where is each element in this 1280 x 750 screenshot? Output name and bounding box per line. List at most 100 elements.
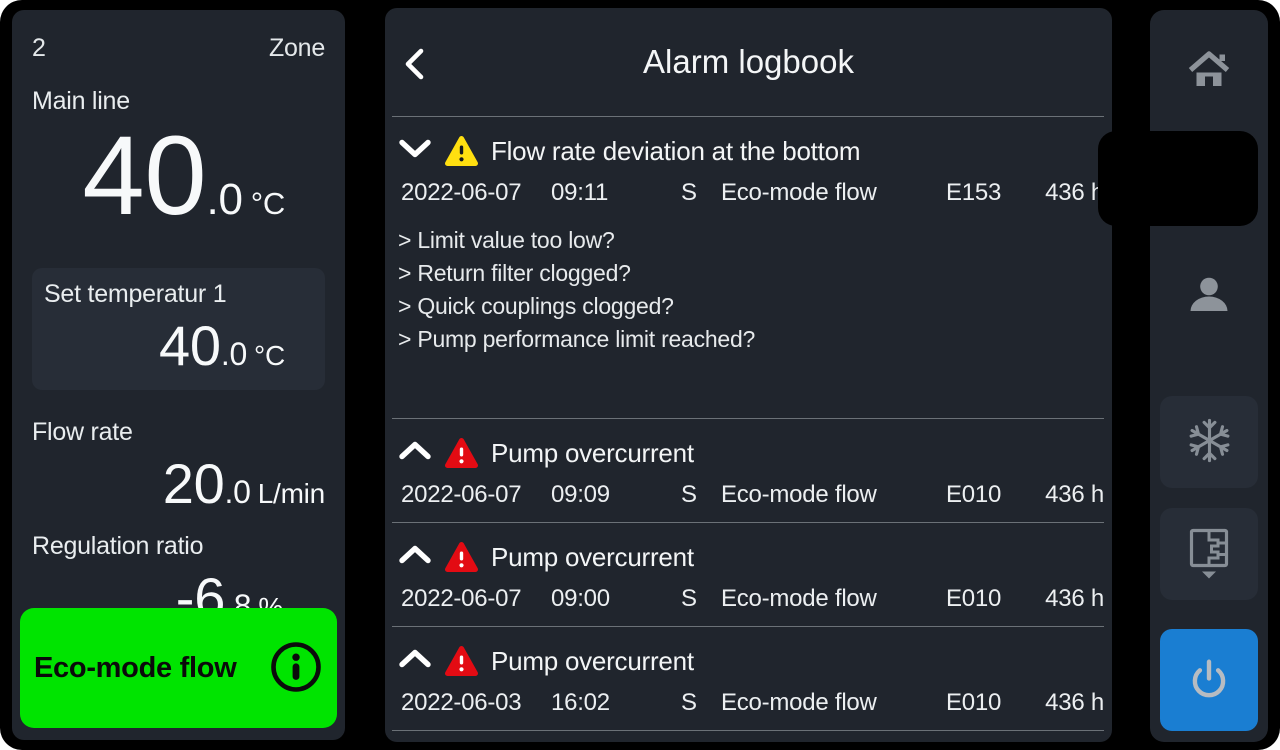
alarm-entry-header[interactable]: Flow rate deviation at the bottom bbox=[398, 117, 1104, 170]
regulation-ratio-label: Regulation ratio bbox=[32, 532, 204, 561]
alarm-hours: 436 h bbox=[1045, 585, 1104, 612]
divider bbox=[392, 418, 1104, 419]
main-line-value: 40.0 °C bbox=[32, 117, 325, 234]
alarm-hours: 436 h bbox=[1045, 179, 1104, 206]
alarm-title: Pump overcurrent bbox=[491, 645, 694, 676]
home-icon bbox=[1186, 48, 1232, 93]
flow-rate-unit: L/min bbox=[257, 478, 326, 510]
alarm-ack-flag: S bbox=[681, 179, 697, 206]
power-button[interactable] bbox=[1160, 629, 1258, 731]
chevron-down-icon[interactable] bbox=[398, 138, 432, 164]
alarm-date: 2022-06-07 bbox=[401, 179, 522, 206]
flow-rate-value: 20.0 L/min bbox=[32, 451, 326, 516]
flow-rate-value-frac: .0 bbox=[224, 474, 251, 511]
alarm-detail-line: > Quick couplings clogged? bbox=[398, 293, 674, 319]
menu-button[interactable] bbox=[1098, 131, 1258, 226]
alarm-ack-flag: S bbox=[681, 585, 697, 612]
snowflake-icon bbox=[1186, 417, 1233, 467]
alarm-ack-flag: S bbox=[681, 689, 697, 716]
zone-label: Zone bbox=[268, 34, 325, 62]
alarm-code: E010 bbox=[946, 585, 1002, 612]
set-temperature-unit: °C bbox=[254, 340, 285, 372]
alarm-entry-header[interactable]: Pump overcurrent bbox=[398, 627, 1104, 680]
alarm-date: 2022-06-03 bbox=[401, 689, 522, 716]
back-button[interactable] bbox=[399, 48, 429, 82]
alarm-time: 16:02 bbox=[551, 689, 610, 716]
alarm-title: Pump overcurrent bbox=[491, 437, 694, 468]
alarm-meta-row: 2022-06-03 16:02 S Eco-mode flow E010 43… bbox=[398, 680, 1104, 730]
user-button[interactable] bbox=[1150, 272, 1268, 321]
alarm-date: 2022-06-07 bbox=[401, 481, 522, 508]
alarm-time: 09:09 bbox=[551, 481, 610, 508]
alarm-title: Flow rate deviation at the bottom bbox=[491, 135, 861, 166]
main-line-label: Main line bbox=[32, 87, 130, 115]
divider bbox=[392, 626, 1104, 627]
zone-number: 2 bbox=[32, 34, 46, 62]
flow-rate-label: Flow rate bbox=[32, 418, 133, 447]
page-title: Alarm logbook bbox=[643, 43, 854, 80]
alarm-entry: Pump overcurrent 2022-06-07 09:00 S Eco-… bbox=[385, 523, 1112, 626]
alarm-entry: Flow rate deviation at the bottom 2022-0… bbox=[385, 117, 1112, 418]
alarm-source: Eco-mode flow bbox=[721, 179, 877, 206]
main-line-value-int: 40 bbox=[82, 113, 207, 238]
chevron-up-icon[interactable] bbox=[398, 440, 432, 466]
alarm-time: 09:00 bbox=[551, 585, 610, 612]
main-line-unit: °C bbox=[250, 186, 286, 221]
set-temperature-value-int: 40 bbox=[159, 314, 221, 378]
alarm-entry: Pump overcurrent 2022-06-03 16:02 S Eco-… bbox=[385, 627, 1112, 730]
error-triangle-icon bbox=[444, 541, 479, 573]
alarm-ack-flag: S bbox=[681, 481, 697, 508]
set-temperature-label: Set temperatur 1 bbox=[44, 280, 227, 309]
alarm-source: Eco-mode flow bbox=[721, 585, 877, 612]
nav-sidebar bbox=[1150, 10, 1268, 742]
divider bbox=[392, 116, 1104, 117]
alarm-entry-header[interactable]: Pump overcurrent bbox=[398, 419, 1104, 472]
alarm-title: Pump overcurrent bbox=[491, 541, 694, 572]
alarm-details: > Limit value too low? > Return filter c… bbox=[398, 224, 1104, 418]
alarm-meta-row: 2022-06-07 09:11 S Eco-mode flow E153 43… bbox=[398, 170, 1104, 220]
main-line-value-frac: .0 bbox=[206, 175, 243, 224]
home-button[interactable] bbox=[1150, 48, 1268, 93]
alarm-date: 2022-06-07 bbox=[401, 585, 522, 612]
set-temperature-field[interactable]: Set temperatur 1 40.0 °C bbox=[32, 268, 325, 391]
alarm-detail-line: > Pump performance limit reached? bbox=[398, 326, 756, 352]
info-icon bbox=[269, 640, 323, 697]
alarm-code: E010 bbox=[946, 481, 1002, 508]
eco-mode-button[interactable]: Eco-mode flow bbox=[20, 608, 337, 728]
alarm-detail-line: > Return filter clogged? bbox=[398, 260, 631, 286]
regulation-ratio-readout: Regulation ratio -6.8% bbox=[32, 532, 325, 630]
divider bbox=[392, 522, 1104, 523]
alarm-hours: 436 h bbox=[1045, 481, 1104, 508]
alarm-panel-header: Alarm logbook bbox=[385, 8, 1112, 116]
chevron-up-icon[interactable] bbox=[398, 648, 432, 674]
alarm-code: E153 bbox=[946, 179, 1002, 206]
eco-mode-button-label: Eco-mode flow bbox=[34, 651, 237, 684]
flow-rate-readout: Flow rate 20.0 L/min bbox=[32, 418, 325, 516]
alarm-meta-row: 2022-06-07 09:00 S Eco-mode flow E010 43… bbox=[398, 576, 1104, 626]
set-temperature-value: 40.0 °C bbox=[44, 313, 309, 378]
cooling-mode-button[interactable] bbox=[1160, 396, 1258, 488]
alarm-source: Eco-mode flow bbox=[721, 689, 877, 716]
divider bbox=[392, 730, 1104, 731]
mold-zones-button[interactable] bbox=[1160, 508, 1258, 600]
zone-header-row: 2 Zone bbox=[32, 34, 325, 63]
alarm-detail-line: > Limit value too low? bbox=[398, 227, 615, 253]
set-temperature-value-frac: .0 bbox=[220, 336, 248, 373]
alarm-source: Eco-mode flow bbox=[721, 481, 877, 508]
user-icon bbox=[1186, 272, 1232, 321]
power-icon bbox=[1186, 656, 1232, 705]
alarm-logbook-panel: Alarm logbook Flow rate deviation at the… bbox=[385, 8, 1112, 742]
alarm-hours: 436 h bbox=[1045, 689, 1104, 716]
alarm-entry: Pump overcurrent 2022-06-07 09:09 S Eco-… bbox=[385, 419, 1112, 522]
alarm-code: E010 bbox=[946, 689, 1002, 716]
chevron-up-icon[interactable] bbox=[398, 544, 432, 570]
mold-zones-icon bbox=[1187, 526, 1231, 583]
error-triangle-icon bbox=[444, 437, 479, 469]
zone-status-panel: 2 Zone Main line 40.0 °C Set temperatur 1… bbox=[12, 10, 345, 740]
alarm-meta-row: 2022-06-07 09:09 S Eco-mode flow E010 43… bbox=[398, 472, 1104, 522]
alarm-time: 09:11 bbox=[551, 179, 609, 206]
error-triangle-icon bbox=[444, 645, 479, 677]
warning-triangle-icon bbox=[444, 135, 479, 167]
alarm-entry-header[interactable]: Pump overcurrent bbox=[398, 523, 1104, 576]
